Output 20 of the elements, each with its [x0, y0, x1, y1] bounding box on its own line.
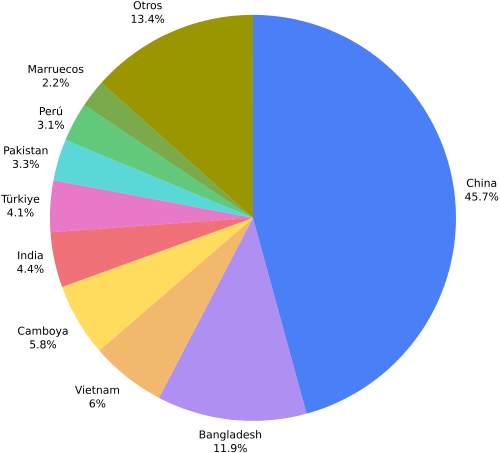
data-label: 45.7% [465, 192, 498, 200]
data-label: 2.2% [42, 78, 69, 87]
data-label: 5.8% [30, 340, 56, 348]
data-label: 6% [90, 399, 106, 408]
slice-label: China [466, 178, 496, 187]
data-label: 11.9% [214, 444, 247, 452]
data-label: 4.4% [17, 264, 44, 273]
slice-label: Perú [40, 106, 62, 116]
data-label: 4.1% [7, 208, 34, 216]
slice-label: Vietnam [74, 385, 119, 394]
data-label: 3.1% [38, 120, 64, 129]
data-label: 3.3% [12, 160, 39, 168]
slice-label: Bangladesh [200, 430, 262, 440]
slice-label: Otros [134, 0, 162, 10]
slice-label: Camboya [18, 326, 68, 337]
slice-label: Türkiye [1, 194, 40, 205]
data-label: 13.4% [132, 14, 164, 23]
slice-label: India [18, 250, 43, 260]
slice-label: Marruecos [28, 64, 84, 73]
slice-label: Pakistan [4, 146, 48, 154]
